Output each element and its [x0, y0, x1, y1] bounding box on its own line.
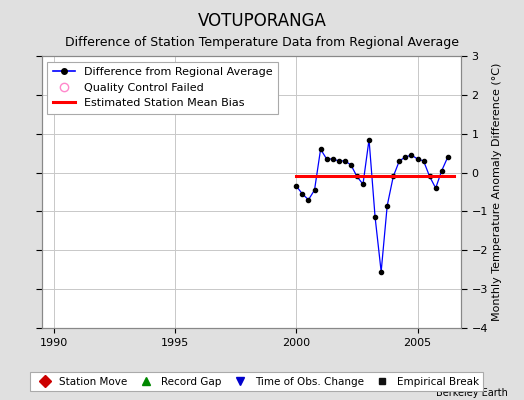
- Y-axis label: Monthly Temperature Anomaly Difference (°C): Monthly Temperature Anomaly Difference (…: [492, 63, 502, 321]
- Difference from Regional Average: [342, 158, 348, 163]
- Text: Difference of Station Temperature Data from Regional Average: Difference of Station Temperature Data f…: [65, 36, 459, 49]
- Difference from Regional Average: [305, 197, 312, 202]
- Legend: Difference from Regional Average, Quality Control Failed, Estimated Station Mean: Difference from Regional Average, Qualit…: [48, 62, 278, 114]
- Difference from Regional Average: [323, 156, 330, 161]
- Difference from Regional Average: [432, 186, 439, 190]
- Difference from Regional Average: [384, 203, 390, 208]
- Difference from Regional Average: [408, 153, 414, 158]
- Difference from Regional Average: [366, 137, 372, 142]
- Difference from Regional Average: [354, 174, 360, 179]
- Estimated Station Mean Bias: [293, 174, 300, 179]
- Difference from Regional Average: [445, 155, 451, 160]
- Difference from Regional Average: [439, 168, 445, 173]
- Text: Berkeley Earth: Berkeley Earth: [436, 388, 508, 398]
- Difference from Regional Average: [427, 174, 433, 179]
- Difference from Regional Average: [335, 158, 342, 163]
- Difference from Regional Average: [414, 156, 421, 161]
- Difference from Regional Average: [402, 155, 409, 160]
- Line: Difference from Regional Average: Difference from Regional Average: [294, 138, 450, 274]
- Difference from Regional Average: [378, 269, 384, 274]
- Difference from Regional Average: [311, 188, 318, 192]
- Difference from Regional Average: [318, 147, 324, 152]
- Difference from Regional Average: [420, 158, 427, 163]
- Difference from Regional Average: [293, 184, 300, 188]
- Difference from Regional Average: [360, 182, 366, 187]
- Difference from Regional Average: [396, 158, 402, 163]
- Text: VOTUPORANGA: VOTUPORANGA: [198, 12, 326, 30]
- Legend: Station Move, Record Gap, Time of Obs. Change, Empirical Break: Station Move, Record Gap, Time of Obs. C…: [30, 372, 483, 391]
- Difference from Regional Average: [299, 192, 305, 196]
- Difference from Regional Average: [372, 215, 378, 220]
- Estimated Station Mean Bias: [451, 174, 457, 179]
- Difference from Regional Average: [330, 156, 336, 161]
- Difference from Regional Average: [390, 174, 397, 179]
- Difference from Regional Average: [348, 162, 354, 167]
